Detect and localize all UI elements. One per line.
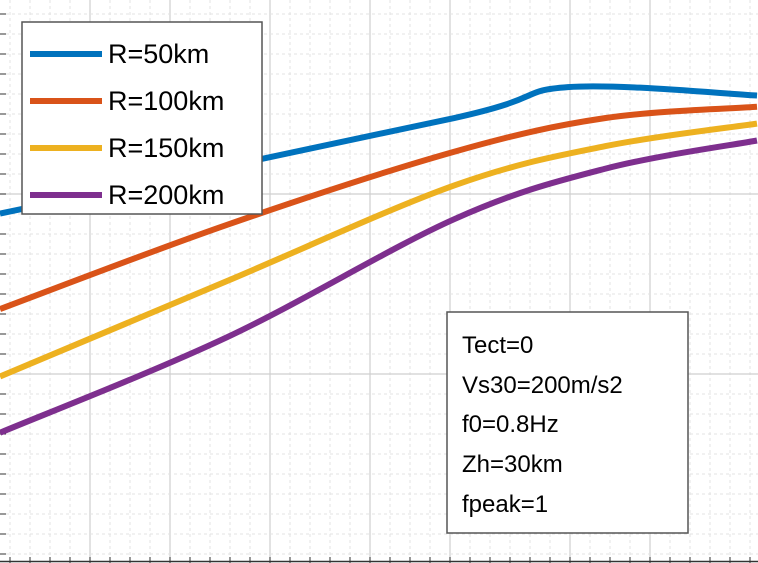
annotation-fpeak: fpeak=1 bbox=[462, 491, 548, 518]
legend: R=50km R=100km R=150km R=200km bbox=[21, 21, 263, 215]
annotation-f0: f0=0.8Hz bbox=[462, 411, 559, 438]
series-line-r100 bbox=[0, 103, 758, 312]
parameter-annotation: Tect=0 Vs30=200m/s2 f0=0.8Hz Zh=30km fpe… bbox=[446, 311, 689, 534]
annotation-zh: Zh=30km bbox=[462, 451, 563, 478]
series-line-r200 bbox=[0, 137, 758, 436]
legend-label-r50: R=50km bbox=[108, 39, 209, 69]
legend-label-r200: R=200km bbox=[108, 180, 224, 210]
annotation-vs30: Vs30=200m/s2 bbox=[462, 372, 623, 399]
series-line-r150 bbox=[0, 120, 758, 380]
legend-label-r100: R=100km bbox=[108, 86, 224, 116]
annotation-box bbox=[446, 311, 689, 534]
annotation-tect: Tect=0 bbox=[462, 332, 533, 359]
legend-label-r150: R=150km bbox=[108, 133, 224, 163]
